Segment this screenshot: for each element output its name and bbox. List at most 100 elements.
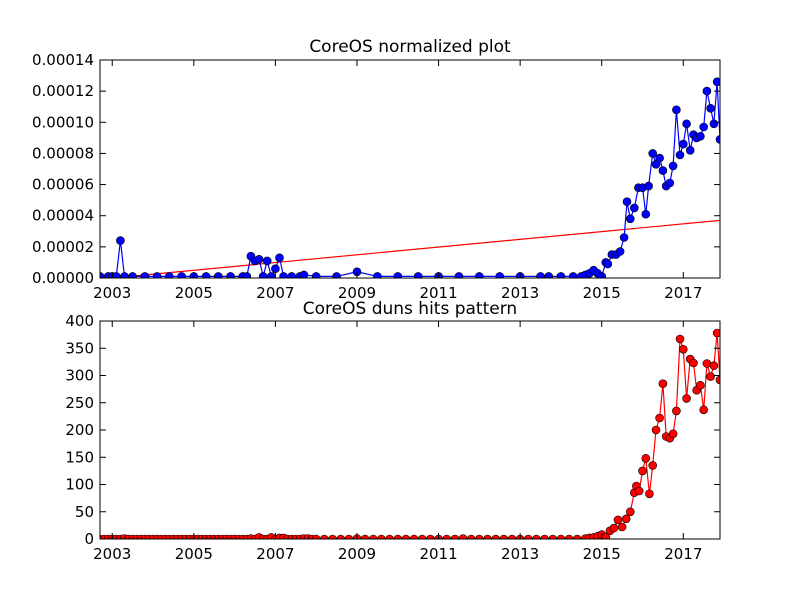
x-tick-label: 2017 [664,545,702,563]
data-point [153,272,161,280]
data-point [700,406,708,414]
chart-title: CoreOS duns hits pattern [303,299,517,319]
x-tick-label: 2007 [256,545,294,563]
data-point [276,254,284,262]
data-point [642,210,650,218]
data-point [496,272,504,280]
y-tick-label: 0.00004 [32,207,94,225]
data-point [645,490,653,498]
data-point [649,461,657,469]
data-point [669,162,677,170]
data-point [414,272,422,280]
data-point [475,272,483,280]
data-point [679,140,687,148]
data-point [710,362,718,370]
x-tick-label: 2005 [175,284,213,302]
x-tick-label: 2009 [338,545,376,563]
x-tick-label: 2005 [175,545,213,563]
data-point [635,487,643,495]
y-tick-label: 100 [65,476,94,494]
data-point [333,272,341,280]
data-point [271,265,279,273]
x-tick-label: 2007 [256,284,294,302]
data-point [557,272,565,280]
data-point [610,524,618,532]
data-point [616,248,624,256]
y-tick-label: 0 [84,530,94,548]
data-point [666,179,674,187]
data-point [710,120,718,128]
y-tick-label: 400 [65,312,94,330]
data-point [639,467,647,475]
data-point [672,106,680,114]
axes-frame [100,60,720,278]
data-point [623,198,631,206]
data-point [112,272,120,280]
data-point [676,335,684,343]
data-point [116,237,124,245]
series-line [100,333,720,539]
chart-title: CoreOS normalized plot [309,37,511,57]
data-point [696,381,704,389]
data-point [267,272,275,280]
data-point [656,154,664,162]
y-tick-label: 0.00008 [32,144,94,162]
x-tick-label: 2003 [93,284,131,302]
normalized-plot-panel: CoreOS normalized plot 2003 2005 2007 2009 2… [32,37,724,302]
data-point [455,272,463,280]
data-point [659,380,667,388]
y-tick-label: 300 [65,367,94,385]
data-point [243,272,251,280]
data-point [642,454,650,462]
data-point [121,272,129,280]
data-point [672,407,680,415]
x-tick-label: 2015 [583,284,621,302]
data-point [626,215,634,223]
series-line [100,82,720,277]
plot-area [96,329,724,543]
y-tick-label: 250 [65,394,94,412]
data-point [263,257,271,265]
data-point [202,272,210,280]
data-point [645,182,653,190]
data-point [707,373,715,381]
data-point [259,272,267,280]
data-point [227,272,235,280]
y-tick-label: 50 [75,503,94,521]
data-point [626,508,634,516]
data-point [630,204,638,212]
data-point [255,255,263,263]
data-point [679,345,687,353]
data-point [659,167,667,175]
data-point [545,272,553,280]
plot-area [96,78,724,281]
data-point [604,260,612,268]
data-point [129,272,137,280]
duns-hits-panel: CoreOS duns hits pattern 2003 2005 2007 200… [65,299,724,563]
data-point [373,272,381,280]
data-point [700,123,708,131]
data-point [394,272,402,280]
data-point [214,272,222,280]
data-point [703,87,711,95]
x-tick-label: 2013 [501,545,539,563]
data-point [683,394,691,402]
x-tick-label: 2003 [93,545,131,563]
x-tick-label: 2017 [664,284,702,302]
data-point [569,272,577,280]
data-point [178,272,186,280]
y-tick-label: 200 [65,421,94,439]
data-point [312,272,320,280]
data-point [696,132,704,140]
data-point [620,234,628,242]
y-tick-label: 150 [65,448,94,466]
data-point [618,523,626,531]
data-point [622,515,630,523]
y-tick-label: 0.00006 [32,176,94,194]
data-point [652,426,660,434]
y-tick-label: 350 [65,339,94,357]
data-point [141,272,149,280]
data-point [649,149,657,157]
axes-frame [100,321,720,539]
